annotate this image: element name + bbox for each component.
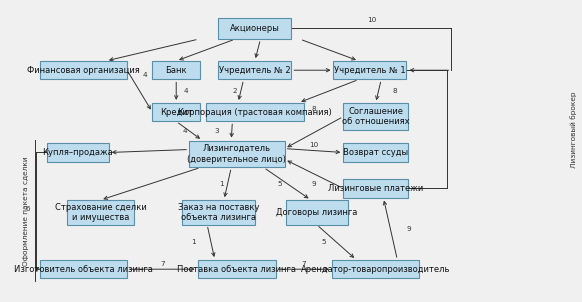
- FancyBboxPatch shape: [218, 61, 292, 79]
- Text: 9: 9: [406, 226, 411, 232]
- Text: Финансовая организация: Финансовая организация: [27, 66, 140, 75]
- Text: 2: 2: [233, 88, 237, 94]
- FancyBboxPatch shape: [68, 200, 133, 225]
- Text: Учредитель № 1: Учредитель № 1: [334, 66, 406, 75]
- Text: Поставка объекта лизинга: Поставка объекта лизинга: [178, 265, 296, 274]
- Text: Возврат ссуды: Возврат ссуды: [343, 148, 408, 157]
- Text: Учредитель № 2: Учредитель № 2: [219, 66, 290, 75]
- Text: Заказ на поставку
объекта лизинга: Заказ на поставку объекта лизинга: [178, 203, 259, 222]
- Text: Лизинговые платежи: Лизинговые платежи: [328, 184, 423, 193]
- Text: 5: 5: [321, 239, 326, 245]
- FancyBboxPatch shape: [197, 260, 276, 278]
- Text: Акционеры: Акционеры: [230, 24, 280, 33]
- FancyBboxPatch shape: [152, 61, 200, 79]
- Text: Договоры лизинга: Договоры лизинга: [276, 208, 357, 217]
- Text: Банк: Банк: [165, 66, 187, 75]
- Text: 6: 6: [26, 206, 30, 212]
- FancyBboxPatch shape: [333, 61, 406, 79]
- Text: Арендатор-товаропроизводитель: Арендатор-товаропроизводитель: [301, 265, 450, 274]
- Text: 1: 1: [191, 239, 196, 245]
- Text: Оформление пакета сделки: Оформление пакета сделки: [23, 156, 29, 266]
- Text: 4: 4: [183, 128, 187, 134]
- Text: Купля–продажа: Купля–продажа: [42, 148, 113, 157]
- Text: 7: 7: [302, 261, 307, 267]
- FancyBboxPatch shape: [189, 140, 285, 167]
- FancyBboxPatch shape: [343, 103, 408, 130]
- FancyBboxPatch shape: [218, 18, 292, 39]
- Text: Лизинговый брокер: Лизинговый брокер: [570, 91, 577, 168]
- Text: 8: 8: [311, 106, 316, 112]
- Text: Изготовитель объекта лизинга: Изготовитель объекта лизинга: [14, 265, 153, 274]
- Text: 5: 5: [278, 181, 282, 187]
- Text: Лизингодатель
(доверительное лицо): Лизингодатель (доверительное лицо): [187, 144, 286, 164]
- Text: 1: 1: [219, 181, 223, 187]
- Text: 10: 10: [367, 17, 376, 23]
- FancyBboxPatch shape: [182, 200, 255, 225]
- Text: 3: 3: [214, 128, 219, 134]
- FancyBboxPatch shape: [343, 143, 408, 162]
- Text: 8: 8: [393, 88, 398, 94]
- Text: 10: 10: [310, 142, 318, 148]
- Text: 7: 7: [160, 261, 165, 267]
- FancyBboxPatch shape: [332, 260, 419, 278]
- FancyBboxPatch shape: [40, 260, 127, 278]
- FancyBboxPatch shape: [47, 143, 109, 162]
- Text: 4: 4: [183, 88, 188, 94]
- Text: Кредит: Кредит: [160, 108, 193, 117]
- Text: Корпорация (трастовая компания): Корпорация (трастовая компания): [178, 108, 332, 117]
- FancyBboxPatch shape: [286, 200, 347, 225]
- FancyBboxPatch shape: [40, 61, 127, 79]
- FancyBboxPatch shape: [343, 179, 408, 198]
- Text: Соглашение
об отношениях: Соглашение об отношениях: [342, 107, 409, 126]
- Text: Страхование сделки
и имущества: Страхование сделки и имущества: [55, 203, 146, 222]
- Text: 9: 9: [311, 181, 316, 187]
- Text: 4: 4: [143, 72, 148, 78]
- FancyBboxPatch shape: [205, 103, 304, 121]
- FancyBboxPatch shape: [152, 103, 200, 121]
